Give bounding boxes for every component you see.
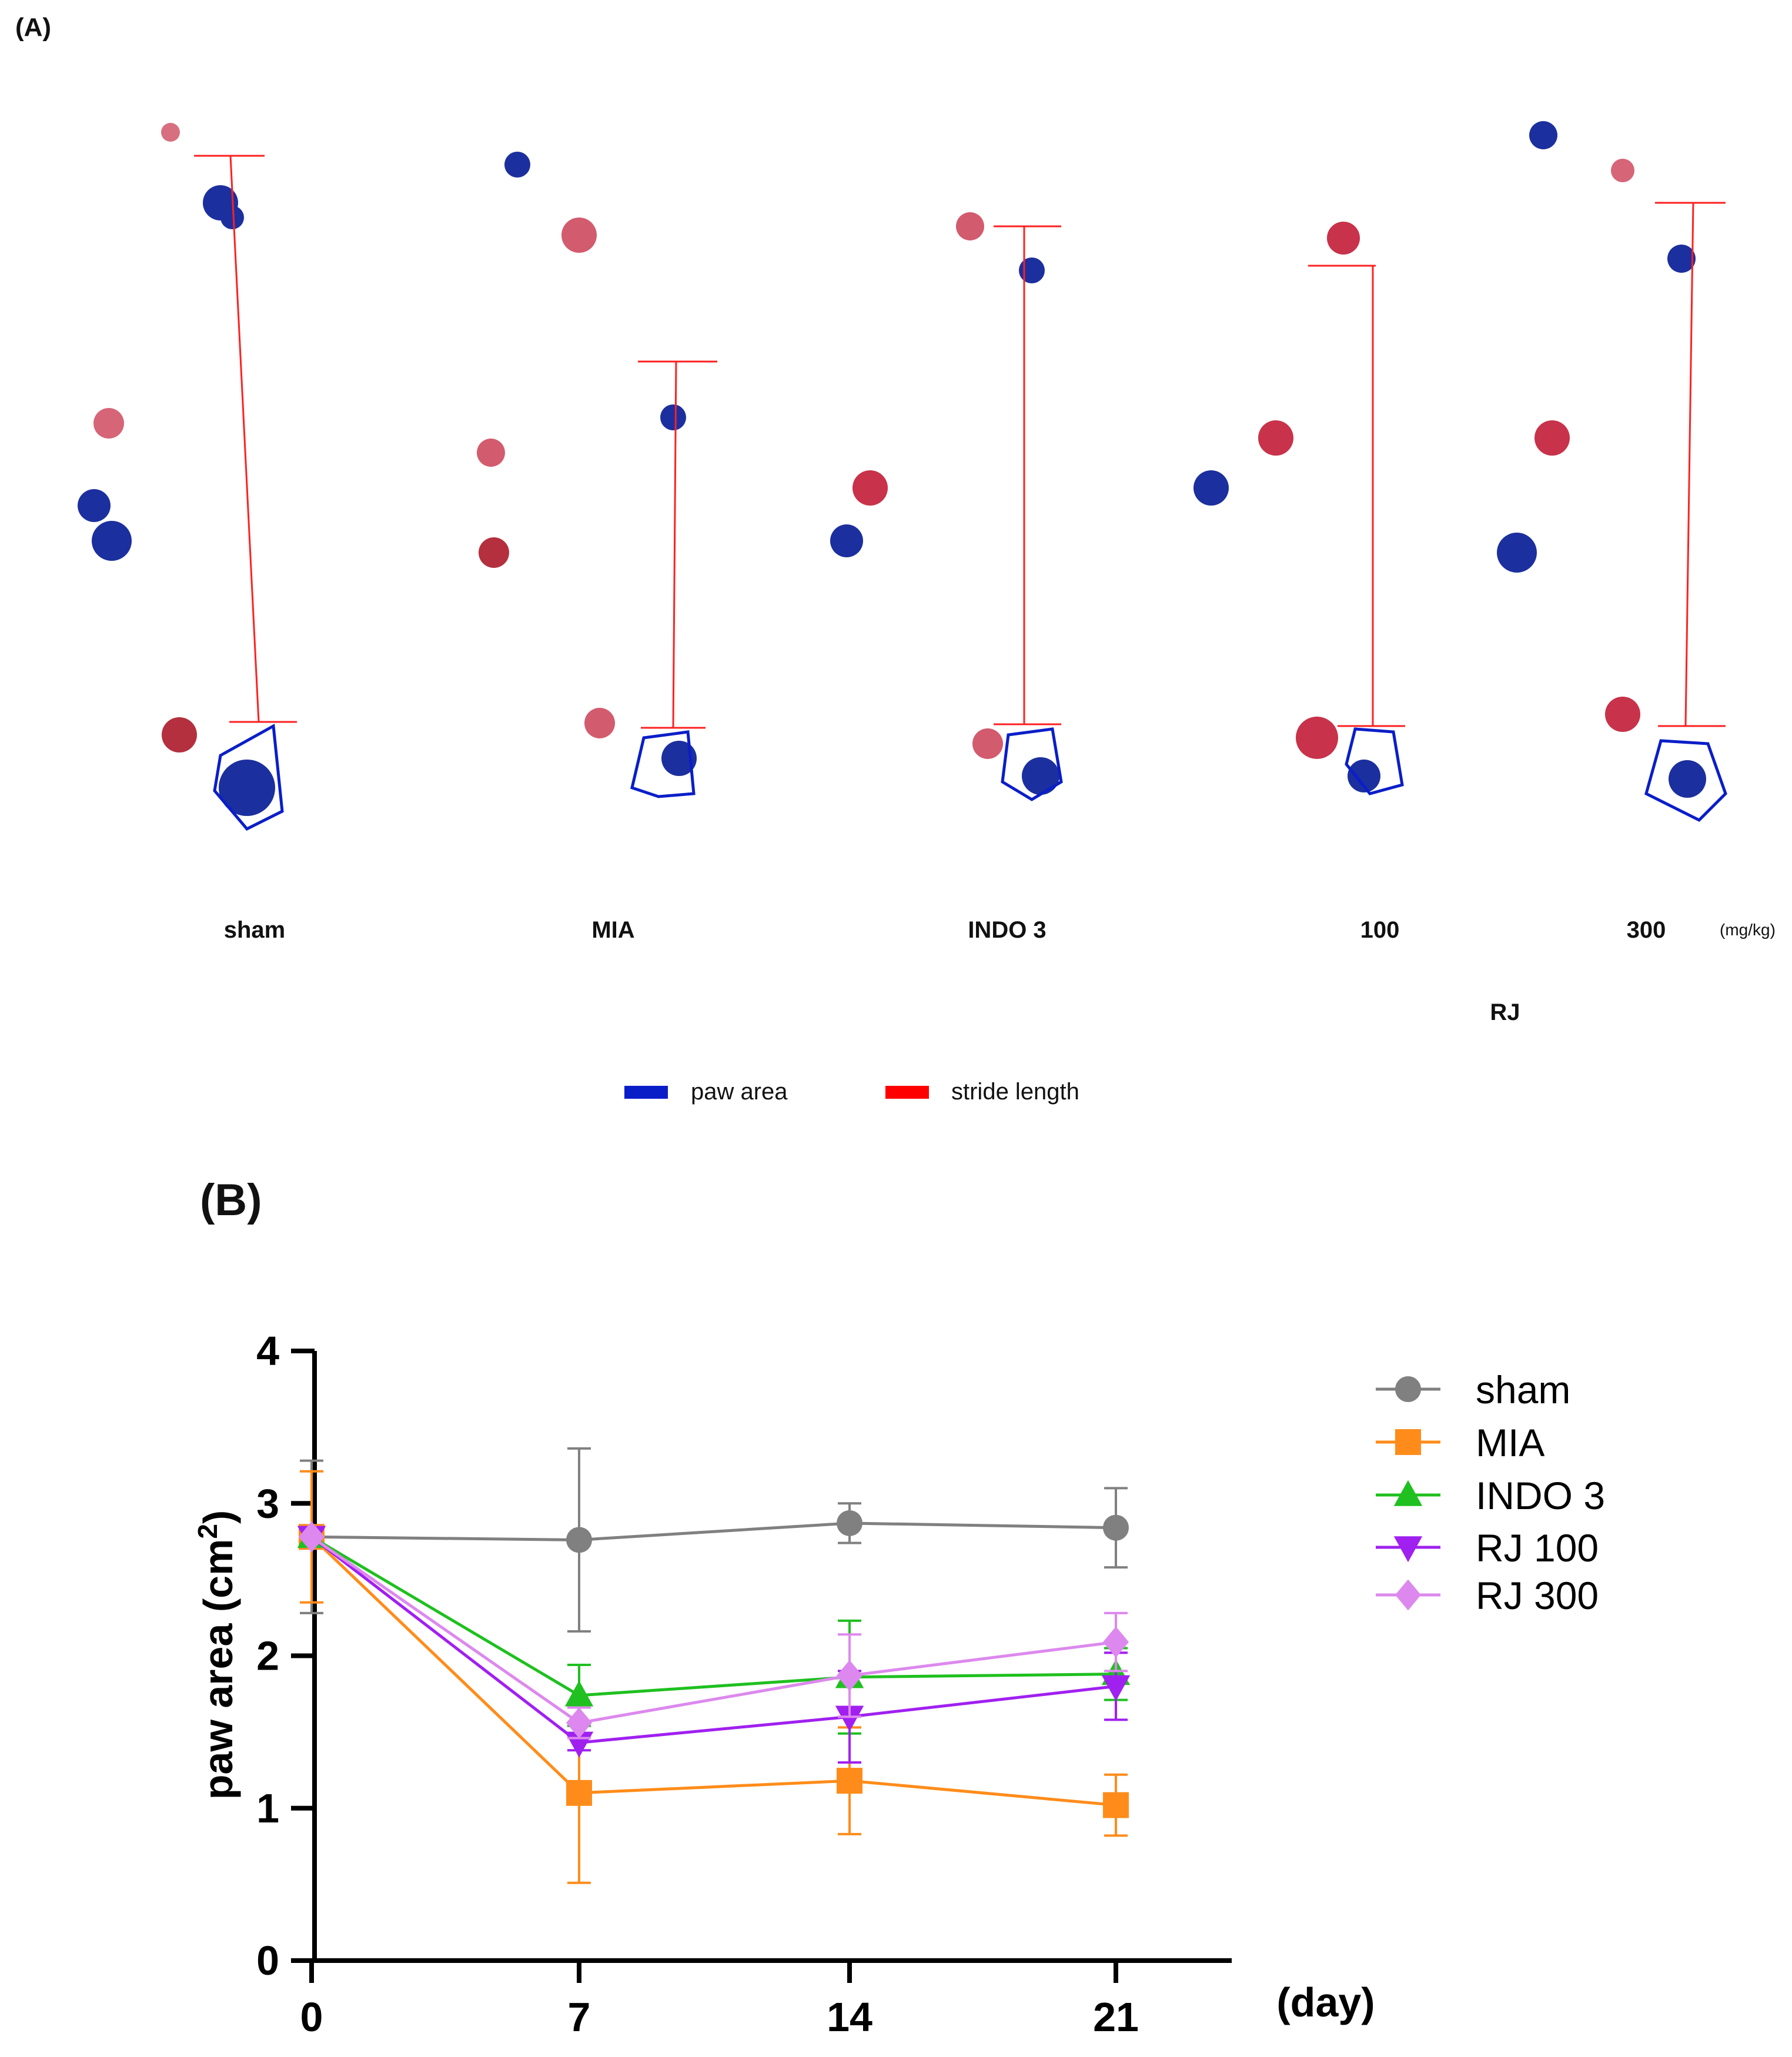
legend-marker-indo-3 xyxy=(1393,1480,1423,1506)
x-tick-label: 14 xyxy=(827,1994,872,2040)
legend-marker-rj-300 xyxy=(1395,1579,1421,1611)
legend-label-paw-area: paw area xyxy=(691,1079,788,1105)
data-point-rj-100 xyxy=(835,1705,864,1732)
data-point-sham xyxy=(1103,1514,1129,1541)
legend-label-indo-3: INDO 3 xyxy=(1476,1474,1605,1517)
series-line-rj-300 xyxy=(310,1536,1116,1725)
footprint-rj100 xyxy=(1193,222,1405,795)
footprint-mia xyxy=(477,152,717,798)
y-axis-label: paw area (cm2) xyxy=(192,1510,241,1800)
group-label-indo3: INDO 3 xyxy=(968,917,1047,943)
legend-label-rj-100: RJ 100 xyxy=(1476,1526,1599,1570)
data-point-sham xyxy=(566,1527,592,1553)
data-point-indo-3 xyxy=(564,1680,594,1707)
footprint-indo3 xyxy=(830,212,1063,801)
group-label-sham: sham xyxy=(223,917,286,943)
x-axis-label: (day) xyxy=(1276,1979,1375,2025)
data-point-rj-300 xyxy=(566,1707,592,1738)
footprint-rj300 xyxy=(1497,121,1727,822)
series-line-indo-3 xyxy=(310,1536,1116,1697)
legend-swatch-stride-length xyxy=(885,1086,929,1099)
legend-label-rj-300: RJ 300 xyxy=(1476,1574,1599,1617)
footprint-panels xyxy=(78,121,1727,831)
x-tick-label: 21 xyxy=(1093,1994,1139,2040)
panel-a-label: (A) xyxy=(15,13,52,42)
x-tick-label: 0 xyxy=(300,1994,323,2040)
y-tick-label: 2 xyxy=(256,1633,279,1679)
data-point-sham xyxy=(837,1510,862,1536)
data-point-rj-300 xyxy=(299,1521,325,1553)
data-point-rj-300 xyxy=(837,1660,862,1691)
footprint-sham xyxy=(78,123,297,831)
legend-label-mia: MIA xyxy=(1476,1421,1544,1464)
group-label-mia: MIA xyxy=(591,917,635,943)
y-tick-label: 0 xyxy=(256,1938,279,1984)
rj-label: RJ xyxy=(1490,999,1520,1025)
group-label-rj300: 300 xyxy=(1626,917,1666,943)
x-tick-label: 7 xyxy=(568,1994,591,2040)
data-point-mia xyxy=(566,1780,592,1806)
legend-label-sham: sham xyxy=(1476,1368,1570,1412)
unit-label: (mg/kg) xyxy=(1720,921,1776,939)
group-label-rj100: 100 xyxy=(1360,917,1400,943)
legend-label-stride-length: stride length xyxy=(951,1079,1079,1105)
data-point-mia xyxy=(837,1768,862,1794)
series-line-rj-100 xyxy=(310,1536,1116,1744)
legend-marker-sham xyxy=(1395,1376,1421,1402)
legend-marker-mia xyxy=(1395,1429,1421,1455)
y-tick-label: 4 xyxy=(256,1328,279,1374)
data-point-mia xyxy=(1103,1792,1129,1818)
legend-swatch-paw-area xyxy=(624,1086,668,1099)
panel-b-label: (B) xyxy=(200,1175,262,1225)
data-point-rj-300 xyxy=(1103,1626,1129,1658)
legend-marker-rj-100 xyxy=(1393,1536,1423,1563)
data-point-rj-100 xyxy=(1101,1675,1131,1701)
y-tick-label: 3 xyxy=(256,1480,279,1526)
y-tick-label: 1 xyxy=(256,1785,279,1831)
series-line-mia xyxy=(310,1536,1116,1807)
series-line-sham xyxy=(311,1521,1116,1541)
